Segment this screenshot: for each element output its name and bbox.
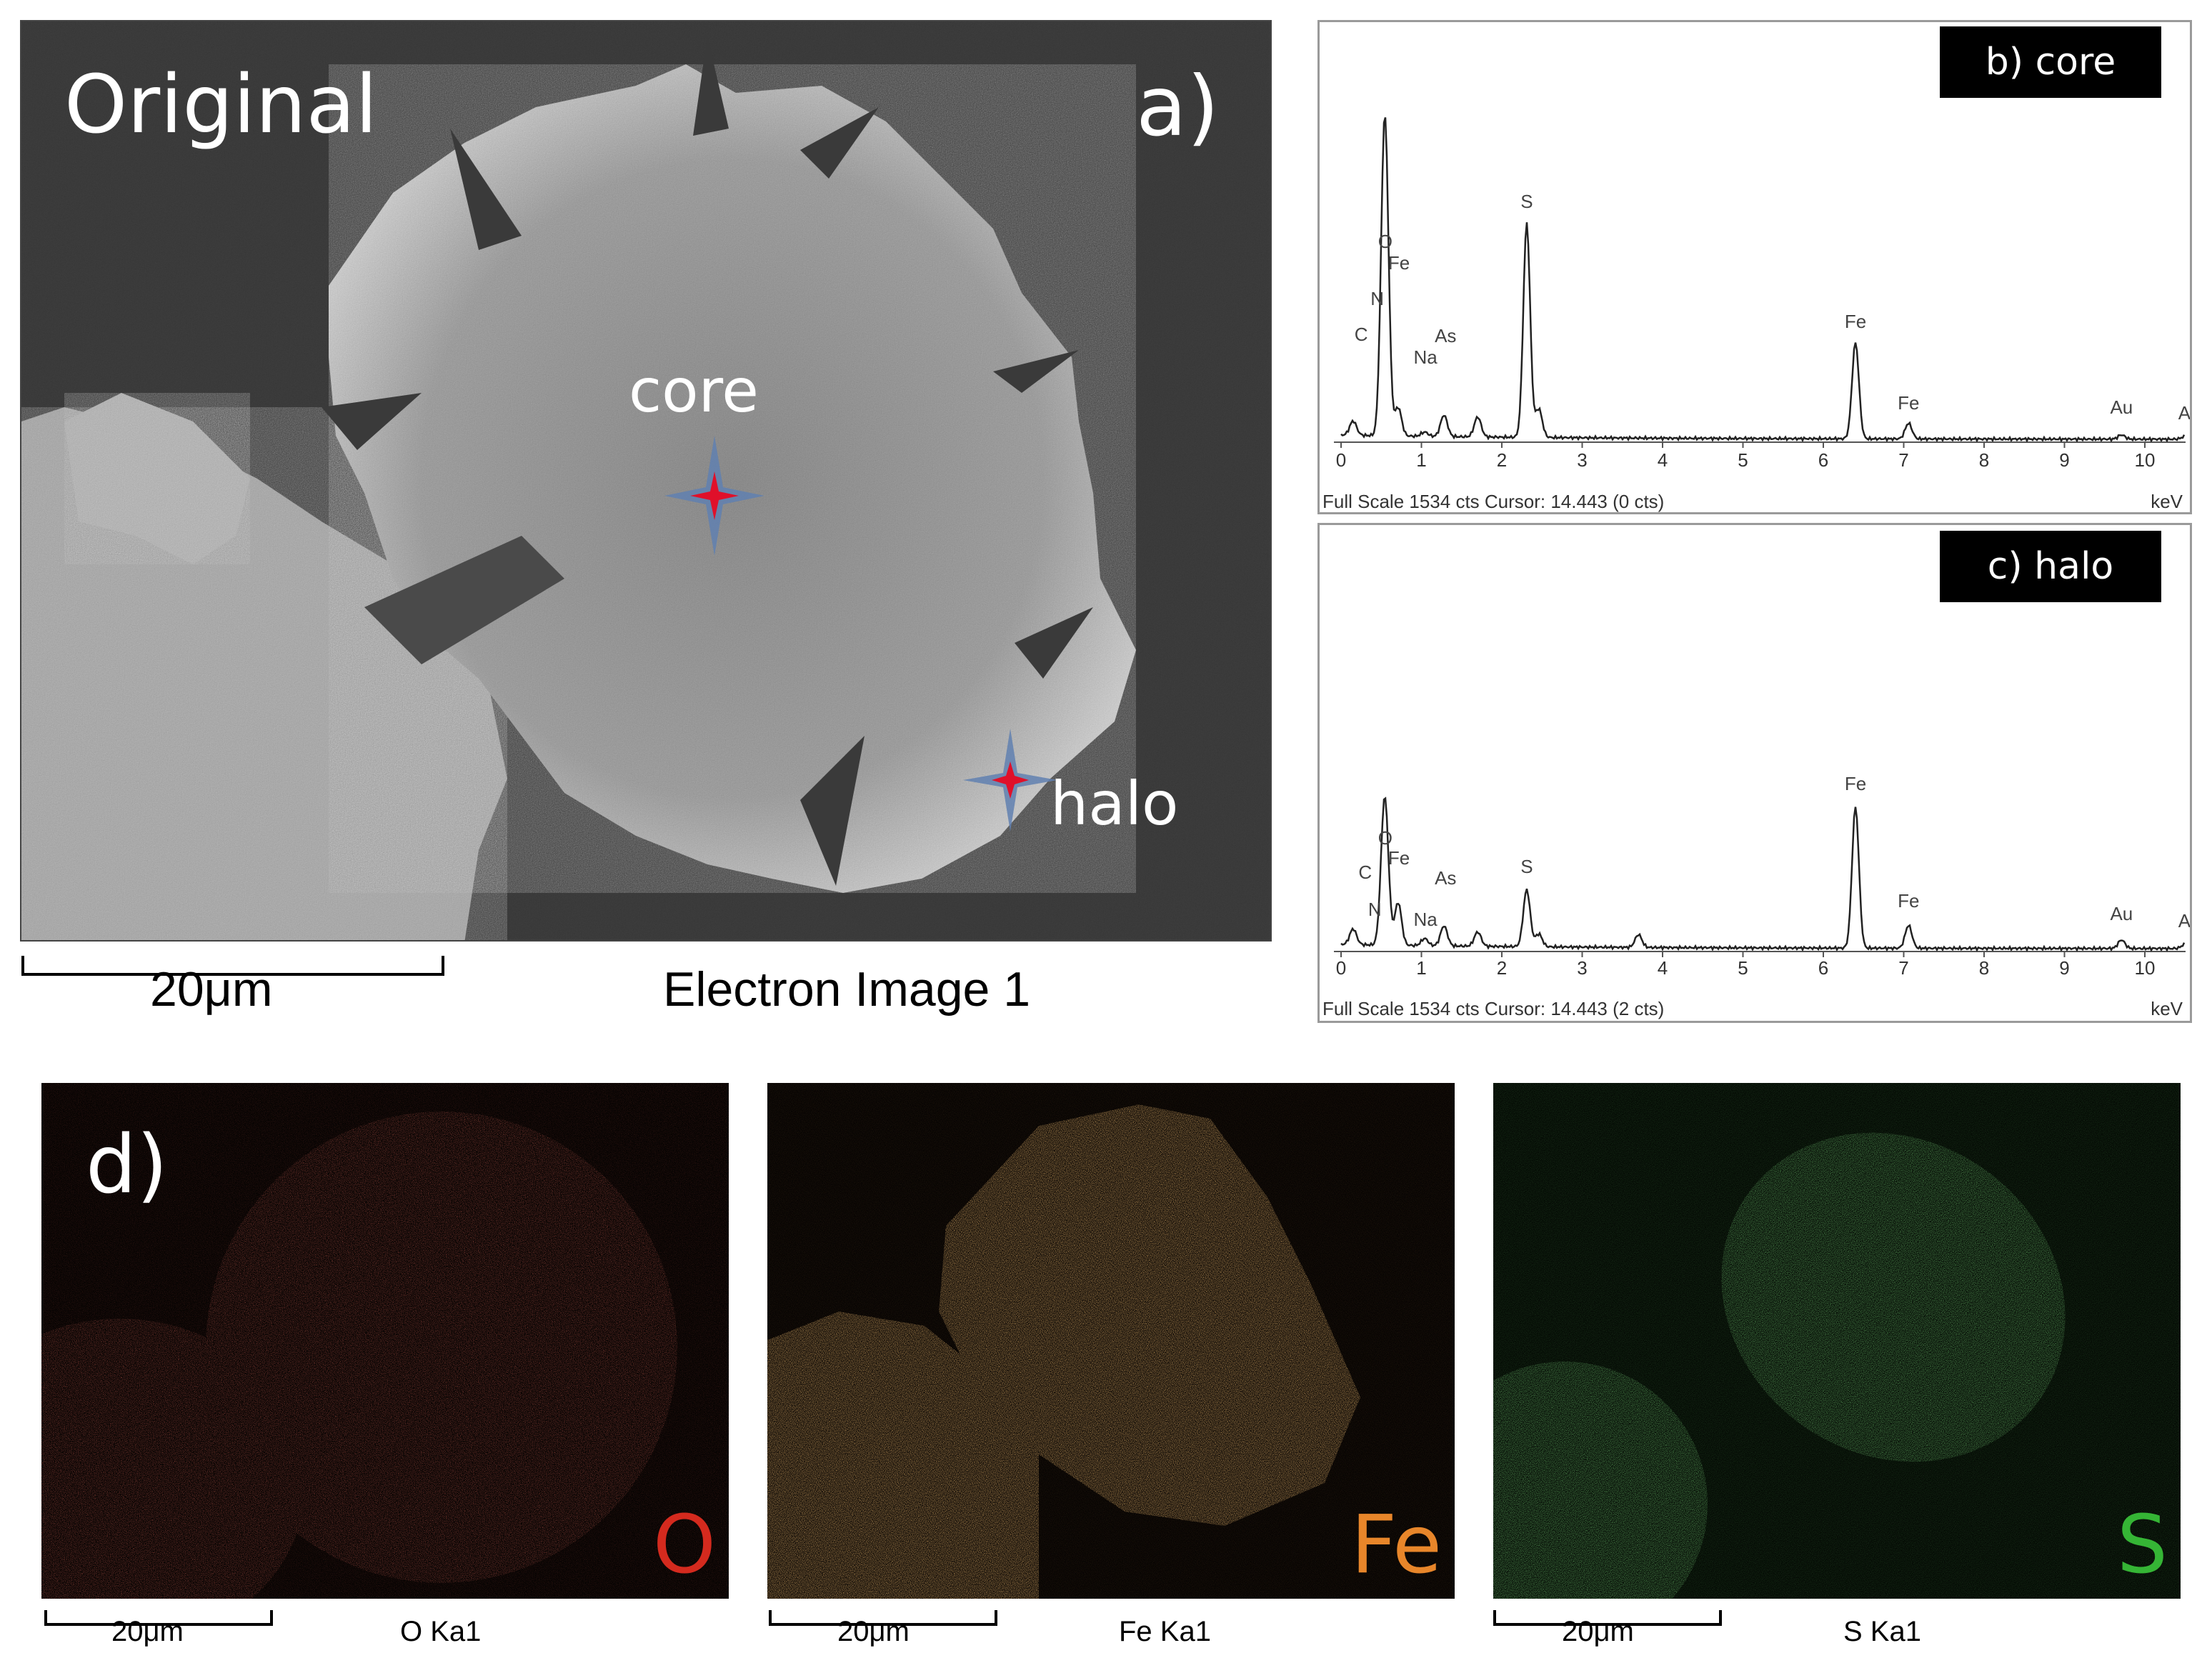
map-oxygen-scalebar-label: 20μm <box>111 1616 184 1647</box>
core-label: core <box>629 356 759 426</box>
map-oxygen-scalebar <box>44 1610 273 1626</box>
spectrum-trace <box>1340 117 2186 443</box>
spectrum-trace <box>1340 796 2186 952</box>
spectrum-halo: c) halo 012345678910OFeCNNaAsSFeFeAuAs F… <box>1317 523 2192 1023</box>
x-tick-label: 1 <box>1416 449 1426 471</box>
panel-d-letter: d) <box>86 1119 168 1212</box>
peak-label: As <box>2178 910 2190 932</box>
x-tick-label: 10 <box>2135 449 2156 471</box>
map-oxygen-caption: O Ka1 <box>400 1616 482 1647</box>
peak-label: As <box>1435 867 1456 889</box>
upper-left-grain <box>64 393 250 564</box>
map-iron-scalebar-label: 20μm <box>837 1616 910 1647</box>
peak-label: C <box>1355 324 1368 345</box>
peak-label: N <box>1368 899 1382 920</box>
map-iron-caption: Fe Ka1 <box>1119 1616 1211 1647</box>
neighbour-grain <box>21 407 507 940</box>
x-tick-label: 10 <box>2135 957 2156 979</box>
x-tick-label: 9 <box>2059 449 2069 471</box>
spectrum-halo-unit: keV <box>2151 998 2183 1019</box>
map-iron-image <box>767 1083 1455 1599</box>
x-tick-label: 9 <box>2059 957 2069 979</box>
spectrum-core-unit: keV <box>2151 491 2183 512</box>
peak-label: As <box>2178 402 2190 424</box>
peak-label: As <box>1435 325 1456 346</box>
map-sulfur-caption: S Ka1 <box>1843 1616 1921 1647</box>
peak-label: Fe <box>1388 252 1410 274</box>
peak-label: Na <box>1414 909 1438 930</box>
x-tick-label: 4 <box>1658 957 1668 979</box>
original-label: Original <box>64 59 378 151</box>
spectrum-halo-tag: c) halo <box>1940 531 2161 602</box>
x-tick-label: 3 <box>1577 957 1587 979</box>
map-sulfur-image <box>1493 1083 2181 1599</box>
map-sulfur-scalebar <box>1493 1610 1722 1626</box>
peak-label: Fe <box>1388 847 1410 869</box>
halo-marker <box>963 729 1057 832</box>
spectrum-core-plot: 012345678910OFeNCNaAsSFeFeAuAs <box>1334 117 2190 471</box>
x-tick-label: 3 <box>1577 449 1587 471</box>
x-tick-label: 4 <box>1658 449 1668 471</box>
x-tick-label: 2 <box>1497 957 1507 979</box>
map-iron-scalebar <box>769 1610 997 1626</box>
main-crystal <box>329 64 1136 893</box>
sem-micrograph <box>21 21 1270 940</box>
sem-image-panel: Original a) core halo <box>20 20 1272 942</box>
peak-label: N <box>1370 288 1384 309</box>
electron-image-caption: Electron Image 1 <box>663 962 1031 1017</box>
peak-label: Fe <box>1845 311 1866 332</box>
sem-scalebar-label: 20μm <box>150 962 273 1017</box>
x-tick-label: 8 <box>1979 449 1989 471</box>
spectrum-halo-plot: 012345678910OFeCNNaAsSFeFeAuAs <box>1334 773 2190 979</box>
x-tick-label: 1 <box>1416 957 1426 979</box>
map-oxygen-element: O <box>652 1499 716 1592</box>
halo-label: halo <box>1050 769 1179 839</box>
map-sulfur-element: S <box>2116 1499 2168 1592</box>
peak-label: Au <box>2110 903 2133 924</box>
x-tick-label: 6 <box>1818 957 1828 979</box>
x-tick-label: 7 <box>1898 957 1908 979</box>
peak-label: Fe <box>1845 773 1866 794</box>
x-tick-label: 7 <box>1898 449 1908 471</box>
spectrum-halo-footer: Full Scale 1534 cts Cursor: 14.443 (2 ct… <box>1322 998 1665 1019</box>
peak-label: Na <box>1414 346 1438 368</box>
map-sulfur: S <box>1493 1083 2181 1599</box>
peak-label: Fe <box>1898 890 1919 912</box>
x-tick-label: 0 <box>1336 957 1346 979</box>
peak-label: C <box>1358 862 1372 883</box>
peak-label: S <box>1520 191 1533 212</box>
x-tick-label: 5 <box>1738 449 1748 471</box>
x-tick-label: 0 <box>1336 449 1346 471</box>
peak-label: S <box>1520 856 1533 877</box>
map-oxygen-image <box>41 1083 729 1599</box>
peak-label: Fe <box>1898 392 1919 414</box>
map-iron: Fe <box>767 1083 1455 1599</box>
x-tick-label: 2 <box>1497 449 1507 471</box>
x-tick-label: 8 <box>1979 957 1989 979</box>
map-sulfur-scalebar-label: 20μm <box>1562 1616 1634 1647</box>
spectrum-core-tag: b) core <box>1940 26 2161 98</box>
spectrum-core: b) core 012345678910OFeNCNaAsSFeFeAuAs F… <box>1317 20 2192 514</box>
peak-label: O <box>1378 231 1393 252</box>
core-marker <box>664 436 764 556</box>
sem-scalebar <box>21 956 444 976</box>
map-oxygen: d) O <box>41 1083 729 1599</box>
x-tick-label: 6 <box>1818 449 1828 471</box>
panel-a-letter: a) <box>1136 59 1220 155</box>
peak-label: Au <box>2110 396 2133 418</box>
x-tick-label: 5 <box>1738 957 1748 979</box>
peak-label: O <box>1378 827 1393 849</box>
map-iron-element: Fe <box>1350 1499 1442 1592</box>
spectrum-core-footer: Full Scale 1534 cts Cursor: 14.443 (0 ct… <box>1322 491 1665 512</box>
